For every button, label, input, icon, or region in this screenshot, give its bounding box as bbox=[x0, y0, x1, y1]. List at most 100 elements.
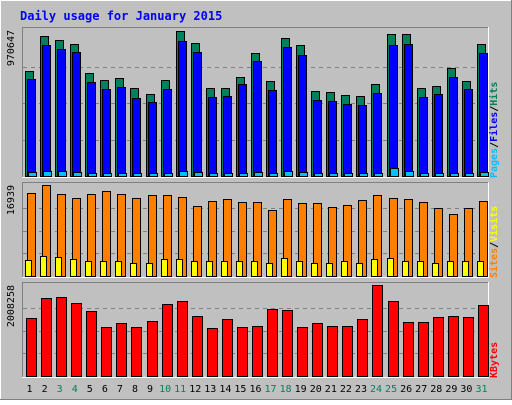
bar-pages-day-31 bbox=[480, 172, 489, 177]
bar-kbytes-day-15 bbox=[237, 327, 248, 377]
bar-sites-day-20 bbox=[311, 263, 318, 277]
bar-sites-day-17 bbox=[266, 263, 273, 277]
bar-kbytes-day-29 bbox=[448, 316, 459, 377]
bar-sites-day-5 bbox=[85, 261, 92, 277]
bar-files-day-20 bbox=[313, 100, 322, 177]
bar-pages-day-4 bbox=[73, 172, 82, 177]
bar-pages-day-26 bbox=[405, 171, 414, 177]
x-tick-label-day-15: 15 bbox=[234, 384, 246, 395]
x-tick-label-day-20: 20 bbox=[310, 384, 322, 395]
bar-pages-day-9 bbox=[149, 173, 158, 177]
bar-sites-day-3 bbox=[55, 257, 62, 277]
bar-files-day-9 bbox=[148, 102, 157, 177]
bar-sites-day-30 bbox=[462, 261, 469, 277]
bar-files-day-27 bbox=[419, 97, 428, 177]
bar-sites-day-10 bbox=[161, 259, 168, 277]
bar-files-day-15 bbox=[238, 84, 247, 177]
bar-kbytes-day-26 bbox=[403, 322, 414, 377]
bar-kbytes-day-30 bbox=[463, 317, 474, 377]
x-tick-label-day-18: 18 bbox=[280, 384, 292, 395]
bar-pages-day-10 bbox=[164, 173, 173, 177]
bar-sites-day-23 bbox=[356, 263, 363, 277]
bar-kbytes-day-23 bbox=[357, 319, 368, 377]
bar-pages-day-17 bbox=[269, 173, 278, 177]
x-tick-label-day-4: 4 bbox=[72, 384, 78, 395]
x-tick-label-day-9: 9 bbox=[147, 384, 153, 395]
legend-entry-hits: Hits bbox=[488, 82, 500, 106]
x-tick-label-day-21: 21 bbox=[325, 384, 337, 395]
bar-pages-day-20 bbox=[314, 173, 323, 177]
panel-kbytes-ymax-label: 2008258 bbox=[6, 285, 17, 327]
bar-pages-day-12 bbox=[194, 172, 203, 177]
bar-files-day-13 bbox=[208, 97, 217, 177]
bar-kbytes-day-17 bbox=[267, 309, 278, 377]
bar-files-day-8 bbox=[132, 98, 141, 177]
x-tick-label-day-2: 2 bbox=[42, 384, 48, 395]
bar-sites-day-22 bbox=[341, 261, 348, 277]
bar-files-day-29 bbox=[449, 77, 458, 177]
bar-pages-day-1 bbox=[28, 172, 37, 177]
bar-sites-day-1 bbox=[25, 260, 32, 277]
bar-files-day-16 bbox=[253, 61, 262, 177]
bar-sites-day-16 bbox=[251, 261, 258, 277]
bar-files-day-22 bbox=[343, 104, 352, 177]
bar-files-day-30 bbox=[464, 89, 473, 177]
bar-kbytes-day-21 bbox=[327, 326, 338, 377]
bar-kbytes-day-31 bbox=[478, 305, 489, 377]
bar-sites-day-11 bbox=[176, 259, 183, 277]
bar-sites-day-15 bbox=[236, 261, 243, 277]
bar-kbytes-day-12 bbox=[192, 316, 203, 377]
bar-kbytes-day-18 bbox=[282, 310, 293, 377]
legend-entry-sites: Sites bbox=[488, 248, 500, 278]
bar-files-day-18 bbox=[283, 47, 292, 177]
x-tick-label-day-28: 28 bbox=[430, 384, 442, 395]
bar-files-day-14 bbox=[223, 96, 232, 177]
bar-files-day-31 bbox=[479, 53, 488, 177]
bar-sites-day-13 bbox=[206, 261, 213, 277]
legend-entry-visits: Visits bbox=[488, 206, 500, 242]
panel-hits-files-pages-legend: Pages/Files/Hits bbox=[488, 82, 500, 178]
bar-kbytes-day-27 bbox=[418, 322, 429, 377]
x-tick-label-day-19: 19 bbox=[295, 384, 307, 395]
x-tick-label-day-27: 27 bbox=[415, 384, 427, 395]
panel-visits-sites-ymax-label: 16939 bbox=[6, 185, 17, 215]
bar-files-day-12 bbox=[193, 52, 202, 177]
bar-kbytes-day-19 bbox=[297, 327, 308, 377]
bar-sites-day-28 bbox=[432, 263, 439, 277]
x-tick-label-day-29: 29 bbox=[445, 384, 457, 395]
x-tick-label-day-14: 14 bbox=[219, 384, 231, 395]
bar-sites-day-7 bbox=[115, 261, 122, 277]
bar-files-day-28 bbox=[434, 94, 443, 177]
bar-files-day-26 bbox=[404, 44, 413, 177]
bar-pages-day-7 bbox=[118, 173, 127, 177]
bar-pages-day-22 bbox=[344, 173, 353, 177]
bar-kbytes-day-22 bbox=[342, 326, 353, 377]
bar-pages-day-15 bbox=[239, 173, 248, 177]
bar-pages-day-29 bbox=[450, 173, 459, 177]
bar-pages-day-30 bbox=[465, 173, 474, 177]
bar-pages-day-21 bbox=[329, 173, 338, 177]
x-tick-label-day-5: 5 bbox=[87, 384, 93, 395]
bar-sites-day-8 bbox=[130, 263, 137, 277]
bar-kbytes-day-4 bbox=[71, 303, 82, 377]
x-tick-label-day-16: 16 bbox=[249, 384, 261, 395]
bar-sites-day-12 bbox=[191, 261, 198, 277]
x-tick-label-day-31: 31 bbox=[475, 384, 487, 395]
bar-sites-day-14 bbox=[221, 261, 228, 277]
bar-sites-day-9 bbox=[146, 263, 153, 277]
bar-sites-day-21 bbox=[326, 263, 333, 277]
bar-kbytes-day-20 bbox=[312, 323, 323, 377]
bar-kbytes-day-11 bbox=[177, 301, 188, 377]
legend-entry-separator: / bbox=[489, 142, 500, 148]
bar-pages-day-2 bbox=[43, 171, 52, 177]
bar-sites-day-18 bbox=[281, 258, 288, 277]
bar-sites-day-24 bbox=[371, 259, 378, 277]
bar-files-day-1 bbox=[27, 79, 36, 177]
bar-files-day-23 bbox=[358, 105, 367, 177]
bar-files-day-3 bbox=[57, 49, 66, 177]
legend-entry-kbytes: KBytes bbox=[489, 342, 500, 378]
bar-pages-day-19 bbox=[299, 172, 308, 177]
bar-pages-day-14 bbox=[224, 173, 233, 177]
